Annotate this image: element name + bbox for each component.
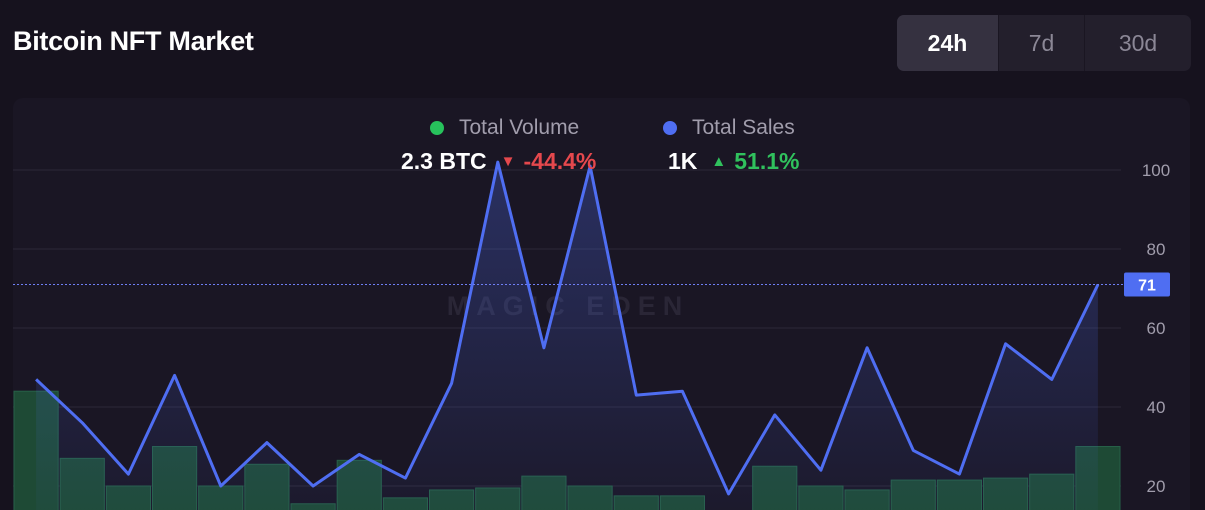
sales-change: 51.1% [734, 148, 800, 174]
current-value-badge [1124, 272, 1170, 297]
legend-sales-label: Total Sales [692, 116, 795, 139]
y-tick-label: 60 [1147, 319, 1166, 338]
sales-dot-icon [663, 121, 677, 135]
y-axis-ticks: 100 80 60 40 20 [1142, 161, 1170, 496]
y-tick-label: 40 [1147, 398, 1166, 417]
page-title: Bitcoin NFT Market [13, 26, 254, 56]
sales-line [35, 160, 1100, 496]
tab-7d[interactable]: 7d [999, 15, 1085, 71]
legend-volume-label: Total Volume [459, 116, 580, 139]
arrow-down-icon: ▼ [500, 153, 516, 170]
legend-sales: Total Sales [663, 116, 795, 140]
volume-change: -44.4% [523, 148, 597, 174]
time-range-tabs: 24h 7d 30d [897, 15, 1191, 71]
sales-area [36, 162, 1098, 510]
volume-value: 2.3 BTC [401, 148, 487, 174]
tab-24h[interactable]: 24h [897, 15, 999, 71]
arrow-up-icon: ▲ [711, 153, 727, 170]
volume-stat: 2.3 BTC ▼ -44.4% [401, 148, 596, 175]
y-tick-label: 100 [1142, 161, 1170, 180]
volume-dot-icon [430, 121, 444, 135]
y-tick-label: 20 [1147, 477, 1166, 496]
y-tick-label: 80 [1147, 240, 1166, 259]
tab-30d[interactable]: 30d [1118, 29, 1158, 56]
sales-value: 1K [668, 148, 698, 174]
legend-volume: Total Volume [430, 116, 579, 140]
current-value-label: 71 [1138, 278, 1156, 295]
sales-stat: 1K ▲ 51.1% [668, 148, 799, 175]
